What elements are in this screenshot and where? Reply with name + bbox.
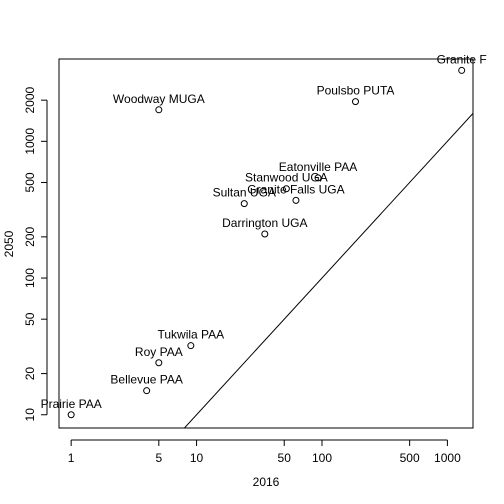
x-axis: 1 5 10 50 100 500 1000 (68, 439, 461, 465)
point-label: Sultan UGA (213, 186, 276, 200)
x-tick-label: 10 (190, 451, 204, 465)
data-point (261, 230, 269, 238)
point-label: Tukwila PAA (157, 328, 224, 342)
point-label: Woodway MUGA (113, 92, 205, 106)
data-point (314, 174, 322, 182)
point-label: Bellevue PAA (110, 373, 183, 387)
x-tick-label: 100 (312, 451, 332, 465)
x-tick-label: 500 (400, 451, 420, 465)
point-label: Eatonville PAA (279, 160, 358, 174)
data-point (351, 98, 359, 106)
y-tick-label: 2000 (23, 86, 37, 113)
data-point (187, 342, 195, 350)
y-tick-label: 20 (23, 367, 37, 381)
point-label: Roy PAA (135, 345, 183, 359)
data-point (155, 106, 163, 114)
reference-line (183, 112, 473, 428)
y-tick-label: 100 (23, 268, 37, 288)
data-point (155, 359, 163, 367)
data-point (67, 411, 75, 419)
y-tick-label: 200 (23, 227, 37, 247)
y-tick-label: 1000 (23, 128, 37, 155)
point-label: Granite Falls UGA (247, 182, 344, 196)
data-point (143, 387, 151, 395)
point-label: Prairie PAA (41, 397, 102, 411)
data-point (240, 200, 248, 208)
plot-frame (58, 58, 474, 429)
y-tick-label: 10 (23, 408, 37, 422)
point-label: Stanwood UGA (245, 171, 328, 185)
point-label: Granite F (437, 52, 487, 66)
x-tick-label: 50 (278, 451, 292, 465)
y-axis-label: 2050 (2, 230, 16, 257)
data-point (292, 196, 300, 204)
x-tick-label: 1000 (434, 451, 461, 465)
y-tick-label: 500 (23, 172, 37, 192)
x-tick-label: 1 (68, 451, 75, 465)
data-point (458, 66, 466, 74)
point-label: Poulsbo PUTA (317, 84, 395, 98)
points-layer: Prairie PAA Bellevue PAA Roy PAA Tukwila PA… (41, 52, 487, 419)
y-tick-label: 50 (23, 312, 37, 326)
y-axis: 10 20 50 100 200 500 1000 2000 (23, 86, 48, 422)
data-point (282, 185, 290, 193)
x-axis-label: 2016 (253, 475, 280, 489)
point-label: Darrington UGA (222, 216, 307, 230)
x-tick-label: 5 (155, 451, 162, 465)
